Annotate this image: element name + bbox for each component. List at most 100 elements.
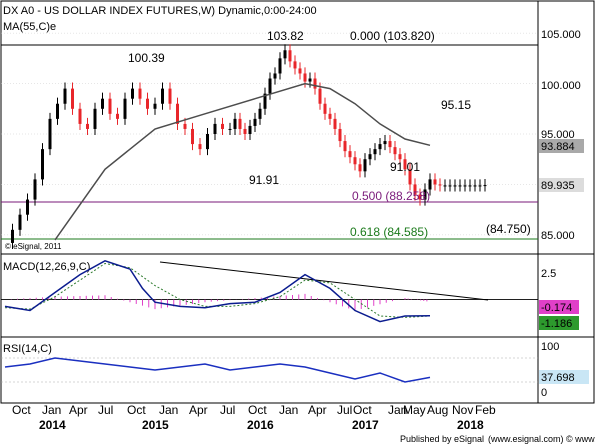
macd-hist-badge	[539, 300, 579, 314]
candle-body	[453, 185, 457, 187]
candle-body	[318, 88, 322, 104]
candle-body	[116, 113, 119, 119]
candle-body	[206, 134, 209, 150]
x-axis-ticks: Oct Jan Apr Jul Oct Jan Apr Jul Oct Jan Apr Jul Oct J…	[12, 403, 496, 417]
candle-body	[63, 88, 67, 104]
x-tick-label: Oct	[248, 403, 267, 417]
candle-body	[468, 185, 472, 187]
candle-body	[78, 108, 82, 124]
annotation-84-750: (84.750)	[486, 222, 531, 236]
price-tick-85: 85.000	[541, 230, 575, 242]
x-tick-label: Jan	[42, 403, 61, 417]
candle-body	[378, 144, 382, 150]
candle-body	[108, 98, 112, 114]
last-price-badge	[539, 178, 584, 192]
rsi-tick-0: 0	[541, 387, 547, 399]
x-tick-label: Jul	[98, 403, 113, 417]
macd-signal-value: -1.186	[541, 318, 572, 330]
candle-body	[56, 103, 59, 119]
footer-published: Published by eSignal	[400, 434, 484, 444]
price-tick-95: 95.000	[541, 129, 575, 141]
candle-body	[153, 103, 157, 109]
candle-body	[161, 88, 164, 104]
macd-line	[4, 259, 431, 323]
candle-body	[233, 118, 237, 129]
candle-body	[328, 113, 332, 119]
annotation-fib-0618: 0.618 (84.585)	[350, 225, 428, 239]
x-year-label: 2018	[457, 418, 484, 432]
candle-body	[373, 149, 377, 155]
x-tick-label: May	[403, 403, 426, 417]
candle-body	[413, 184, 417, 195]
candle-body	[443, 185, 447, 187]
annotation-fib-0000: 0.000 (103.820)	[350, 29, 435, 43]
candle-body	[483, 185, 487, 187]
candle-body	[191, 128, 194, 145]
rsi-title: RSI(14,C)	[3, 343, 52, 355]
candle-body	[408, 169, 412, 185]
candle-body	[221, 123, 224, 129]
x-tick-label: Jul	[337, 403, 352, 417]
candle-body	[423, 189, 427, 200]
candle-body	[388, 141, 392, 148]
x-tick-label: Oct	[127, 403, 146, 417]
last-price-text: 89.935	[541, 180, 575, 192]
candle-body	[398, 154, 402, 160]
macd-histogram	[10, 293, 428, 311]
annotation-fib-0500: 0.500 (88.258)	[352, 189, 430, 203]
candle-body	[338, 128, 342, 142]
rsi-tick-100: 100	[541, 341, 559, 353]
candle-body	[458, 185, 462, 187]
price-tick-105: 105.000	[541, 29, 581, 41]
candlestick-series	[11, 44, 487, 249]
candle-body	[463, 185, 467, 187]
x-year-label: 2016	[247, 418, 274, 432]
annotation-91-91: 91.91	[249, 173, 279, 187]
candle-body	[268, 78, 272, 94]
x-year-label: 2015	[142, 418, 169, 432]
candle-body	[48, 118, 52, 150]
x-tick-label: Apr	[308, 403, 327, 417]
x-tick-label: Apr	[189, 403, 208, 417]
candle-body	[131, 88, 134, 99]
rsi-value: 37.698	[541, 372, 575, 384]
candle-body	[273, 73, 277, 79]
annotation-91-01: 91.01	[390, 160, 420, 174]
x-tick-label: Jan	[159, 403, 178, 417]
annotation-95-15: 95.15	[441, 98, 471, 112]
annotation-103-82: 103.82	[267, 29, 304, 43]
candle-body	[473, 185, 477, 187]
macd-signal-badge	[539, 316, 579, 330]
price-tick-100: 100.000	[541, 80, 581, 92]
x-tick-label: Oct	[353, 403, 372, 417]
candle-body	[393, 147, 397, 155]
candle-body	[198, 144, 202, 150]
x-year-label: 2017	[352, 418, 379, 432]
candle-body	[383, 141, 387, 145]
chart-title: DX A0 - US DOLLAR INDEX FUTURES,W) Dynam…	[3, 5, 317, 17]
candle-body	[283, 50, 287, 59]
candle-body	[93, 108, 97, 129]
candle-body	[438, 184, 442, 186]
candle-body	[313, 78, 317, 89]
candle-body	[168, 88, 172, 104]
candle-body	[353, 157, 357, 165]
candle-body	[71, 88, 74, 109]
candle-body	[228, 128, 232, 130]
candle-body	[248, 125, 252, 134]
candle-body	[293, 61, 297, 69]
x-tick-label: Oct	[12, 403, 31, 417]
candle-body	[448, 185, 452, 187]
candle-body	[86, 123, 89, 129]
x-tick-label: Nov	[452, 403, 473, 417]
rsi-line	[4, 357, 431, 383]
candle-body	[11, 229, 14, 243]
candle-body	[183, 123, 187, 129]
macd-title: MACD(12,26,9,C)	[3, 261, 90, 273]
x-tick-label: Jan	[279, 403, 298, 417]
candle-body	[303, 73, 307, 82]
esignal-watermark: © eSignal, 2011	[5, 242, 62, 251]
candle-body	[138, 88, 142, 99]
candle-body	[478, 185, 482, 187]
candle-body	[278, 58, 282, 74]
